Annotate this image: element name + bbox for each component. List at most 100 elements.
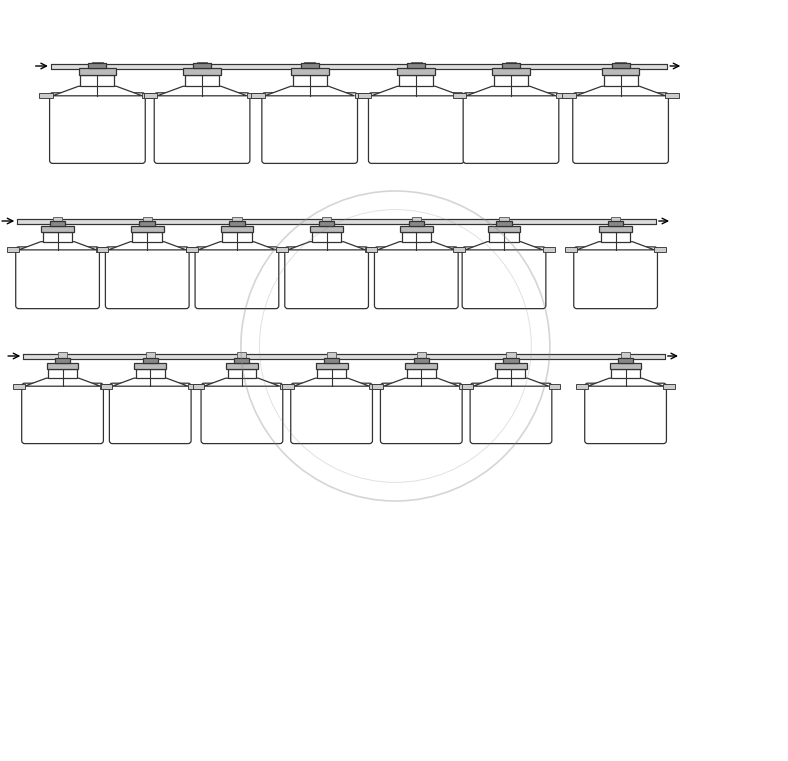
FancyBboxPatch shape — [611, 62, 630, 68]
Text: C: C — [285, 381, 288, 390]
Text: N: N — [487, 272, 492, 279]
FancyBboxPatch shape — [463, 93, 559, 164]
FancyBboxPatch shape — [193, 384, 204, 389]
FancyBboxPatch shape — [17, 218, 656, 224]
FancyBboxPatch shape — [58, 352, 67, 361]
Polygon shape — [577, 242, 655, 250]
FancyBboxPatch shape — [655, 247, 666, 253]
Polygon shape — [466, 86, 556, 96]
FancyBboxPatch shape — [556, 94, 569, 98]
Text: E: E — [490, 405, 496, 412]
FancyBboxPatch shape — [201, 384, 283, 444]
Text: E: E — [312, 364, 314, 372]
FancyBboxPatch shape — [276, 247, 288, 253]
FancyBboxPatch shape — [23, 354, 665, 358]
Text: N: N — [330, 442, 338, 447]
FancyBboxPatch shape — [310, 226, 343, 232]
FancyBboxPatch shape — [100, 384, 112, 389]
Text: I: I — [299, 272, 304, 279]
FancyBboxPatch shape — [610, 363, 641, 368]
FancyBboxPatch shape — [184, 68, 221, 75]
FancyBboxPatch shape — [324, 358, 339, 363]
Text: S: S — [452, 403, 459, 409]
FancyBboxPatch shape — [262, 93, 358, 164]
FancyBboxPatch shape — [16, 247, 99, 309]
FancyBboxPatch shape — [106, 247, 189, 309]
FancyBboxPatch shape — [193, 62, 211, 68]
FancyBboxPatch shape — [304, 62, 315, 71]
FancyBboxPatch shape — [154, 93, 250, 164]
FancyBboxPatch shape — [7, 247, 19, 253]
Text: A: A — [339, 239, 347, 243]
FancyBboxPatch shape — [232, 216, 242, 225]
FancyBboxPatch shape — [316, 363, 348, 368]
FancyBboxPatch shape — [500, 216, 509, 225]
Text: N: N — [320, 385, 324, 393]
FancyBboxPatch shape — [139, 221, 155, 226]
FancyBboxPatch shape — [92, 62, 102, 71]
FancyBboxPatch shape — [46, 363, 79, 368]
Polygon shape — [294, 378, 370, 386]
FancyBboxPatch shape — [229, 221, 245, 226]
Polygon shape — [377, 242, 455, 250]
FancyBboxPatch shape — [226, 363, 258, 368]
FancyBboxPatch shape — [565, 247, 577, 253]
FancyBboxPatch shape — [611, 368, 640, 378]
FancyBboxPatch shape — [407, 368, 436, 378]
FancyBboxPatch shape — [291, 68, 329, 75]
FancyBboxPatch shape — [276, 247, 288, 253]
FancyBboxPatch shape — [400, 226, 433, 232]
FancyBboxPatch shape — [470, 384, 552, 444]
Text: I: I — [311, 425, 318, 432]
FancyBboxPatch shape — [312, 232, 341, 242]
FancyBboxPatch shape — [291, 384, 373, 444]
Polygon shape — [198, 242, 276, 250]
FancyBboxPatch shape — [507, 352, 515, 361]
Polygon shape — [473, 378, 548, 386]
FancyBboxPatch shape — [318, 368, 346, 378]
FancyBboxPatch shape — [495, 363, 527, 368]
FancyBboxPatch shape — [548, 384, 560, 389]
FancyBboxPatch shape — [237, 352, 247, 361]
Text: R: R — [503, 381, 506, 390]
FancyBboxPatch shape — [110, 384, 191, 444]
Text: O: O — [501, 295, 505, 304]
FancyBboxPatch shape — [459, 384, 470, 389]
FancyBboxPatch shape — [53, 216, 62, 225]
Text: E: E — [466, 385, 471, 393]
FancyBboxPatch shape — [452, 94, 466, 98]
Text: A: A — [452, 442, 460, 447]
FancyBboxPatch shape — [41, 226, 74, 232]
FancyBboxPatch shape — [489, 232, 519, 242]
FancyBboxPatch shape — [372, 384, 384, 389]
FancyBboxPatch shape — [188, 384, 199, 389]
FancyBboxPatch shape — [143, 358, 158, 363]
FancyBboxPatch shape — [134, 363, 166, 368]
Text: D: D — [418, 231, 427, 232]
Text: E: E — [444, 239, 452, 243]
FancyBboxPatch shape — [322, 216, 331, 225]
FancyBboxPatch shape — [282, 384, 294, 389]
Text: F: F — [467, 253, 474, 259]
FancyBboxPatch shape — [50, 63, 667, 68]
FancyBboxPatch shape — [222, 232, 251, 242]
FancyBboxPatch shape — [402, 232, 431, 242]
FancyBboxPatch shape — [143, 94, 156, 98]
FancyBboxPatch shape — [405, 363, 437, 368]
FancyBboxPatch shape — [615, 62, 626, 71]
Text: O: O — [286, 295, 289, 304]
FancyBboxPatch shape — [186, 247, 198, 253]
FancyBboxPatch shape — [221, 226, 253, 232]
Text: E: E — [349, 418, 357, 422]
FancyBboxPatch shape — [50, 93, 145, 164]
Polygon shape — [113, 378, 188, 386]
FancyBboxPatch shape — [88, 62, 106, 68]
FancyBboxPatch shape — [22, 384, 103, 444]
FancyBboxPatch shape — [39, 94, 53, 98]
FancyBboxPatch shape — [96, 247, 108, 253]
Polygon shape — [588, 378, 663, 386]
FancyBboxPatch shape — [366, 247, 377, 253]
FancyBboxPatch shape — [506, 62, 516, 71]
FancyBboxPatch shape — [407, 62, 426, 68]
FancyBboxPatch shape — [132, 232, 162, 242]
